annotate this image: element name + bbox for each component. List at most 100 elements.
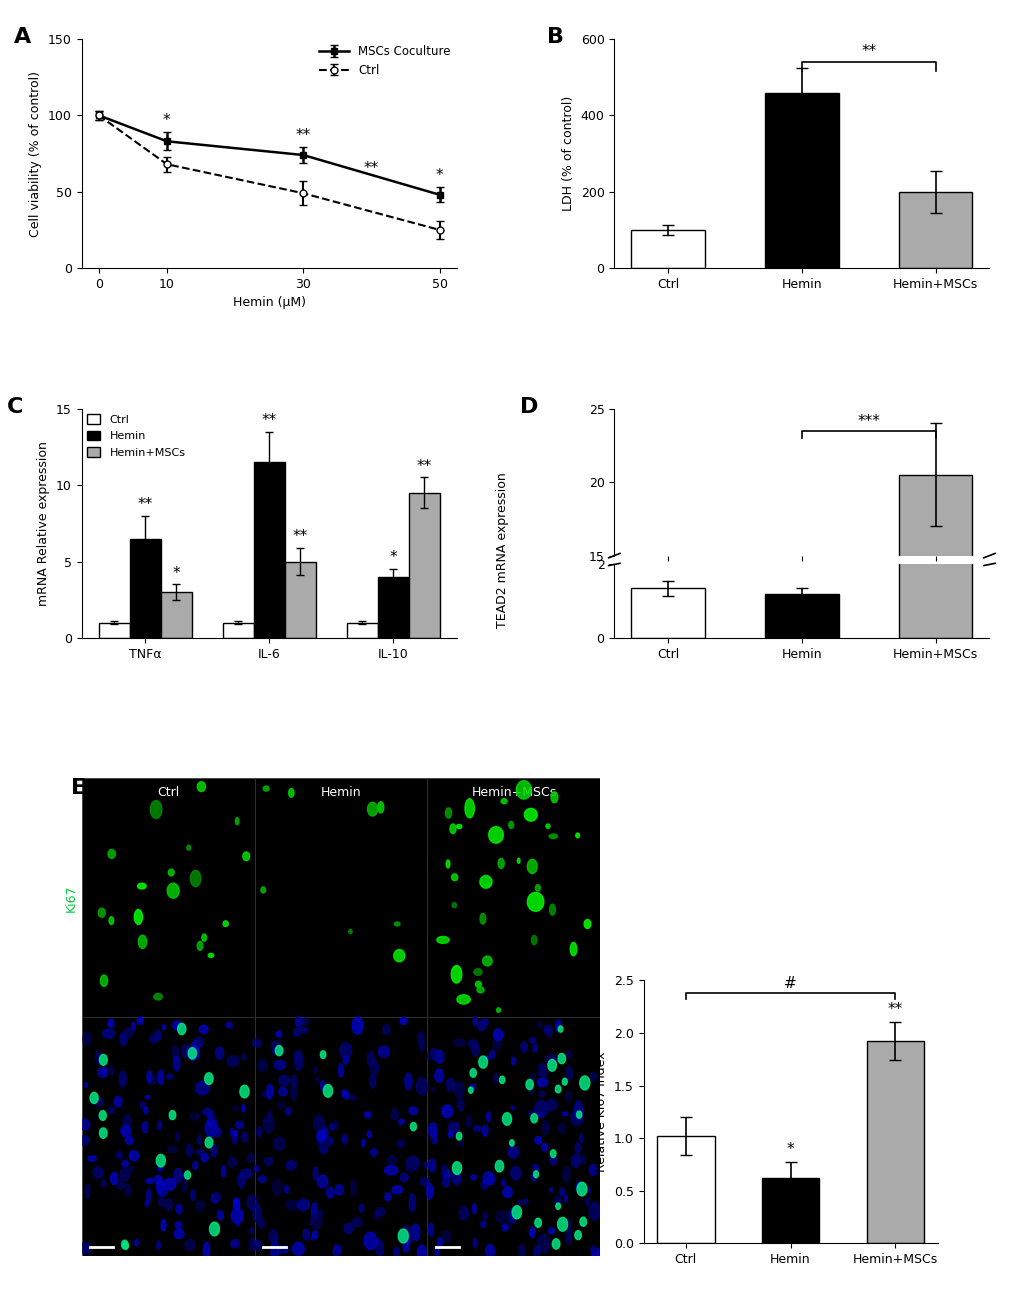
Bar [631,588,704,638]
Polygon shape [146,1178,153,1184]
Polygon shape [142,1121,148,1133]
Polygon shape [364,1111,371,1118]
Polygon shape [313,1167,318,1180]
Polygon shape [103,1030,114,1039]
Polygon shape [189,1048,197,1059]
Polygon shape [292,1242,304,1255]
Polygon shape [234,1131,237,1137]
Y-axis label: Relative Ki67 index: Relative Ki67 index [595,1052,607,1172]
Polygon shape [450,966,462,983]
Polygon shape [555,1020,560,1031]
Polygon shape [228,1158,237,1167]
Polygon shape [147,1071,152,1083]
Polygon shape [590,1246,596,1254]
Text: Ki67: Ki67 [65,884,78,912]
Polygon shape [267,1111,272,1120]
Polygon shape [487,1175,494,1185]
Polygon shape [493,1030,502,1041]
Polygon shape [161,1220,166,1232]
Polygon shape [157,1180,163,1194]
Polygon shape [534,1101,547,1118]
Polygon shape [88,1155,96,1162]
Polygon shape [370,1074,376,1088]
Polygon shape [320,1080,324,1090]
Text: **: ** [860,44,875,58]
Polygon shape [215,1048,223,1059]
Polygon shape [557,1026,562,1032]
Polygon shape [441,1166,447,1178]
Polygon shape [426,1184,433,1199]
Polygon shape [468,1040,477,1048]
Polygon shape [172,1046,178,1059]
Polygon shape [590,1072,596,1081]
Polygon shape [223,921,228,926]
Polygon shape [550,791,557,803]
Text: ***: *** [856,414,879,429]
Polygon shape [428,1123,436,1137]
Polygon shape [423,1162,427,1168]
Polygon shape [516,781,531,799]
Polygon shape [285,1200,299,1210]
Polygon shape [120,1032,126,1046]
Polygon shape [529,1074,536,1081]
Polygon shape [233,1199,239,1211]
Polygon shape [212,1128,218,1134]
Polygon shape [495,1211,508,1222]
Polygon shape [378,1046,389,1057]
Bar [898,535,971,638]
Polygon shape [537,1234,549,1252]
Polygon shape [138,1017,144,1024]
Polygon shape [480,1019,488,1026]
Polygon shape [420,1177,429,1186]
Polygon shape [407,1156,419,1169]
Polygon shape [533,1164,538,1172]
Polygon shape [321,1127,328,1138]
Polygon shape [235,1121,244,1128]
Polygon shape [529,1230,533,1237]
Polygon shape [284,1186,288,1193]
Polygon shape [477,1022,485,1031]
Polygon shape [457,825,462,829]
Polygon shape [102,1180,105,1188]
Polygon shape [472,1044,479,1055]
Bar [656,1136,714,1243]
Text: **: ** [364,162,379,176]
Polygon shape [140,1102,145,1109]
Polygon shape [79,1242,92,1254]
Text: Ctrl: Ctrl [157,786,179,799]
Polygon shape [314,1115,324,1131]
Bar [222,623,254,638]
Polygon shape [79,1119,90,1129]
Polygon shape [428,1159,435,1172]
Polygon shape [192,1040,200,1052]
Polygon shape [548,834,557,839]
Polygon shape [175,1221,181,1229]
Polygon shape [370,1061,379,1075]
Polygon shape [554,1085,560,1093]
Text: *: * [786,1142,794,1156]
Polygon shape [488,826,503,843]
Polygon shape [99,1054,107,1066]
Bar [129,539,161,638]
Polygon shape [561,1111,568,1116]
Polygon shape [264,1158,273,1166]
Polygon shape [129,1151,139,1160]
Polygon shape [275,1045,282,1055]
Polygon shape [93,1167,103,1178]
Polygon shape [455,1132,462,1140]
Polygon shape [391,1186,403,1194]
Polygon shape [376,1239,383,1256]
Polygon shape [451,903,457,908]
Polygon shape [529,1037,535,1044]
Polygon shape [416,1077,428,1096]
Polygon shape [290,1084,297,1101]
Polygon shape [532,1166,537,1169]
Polygon shape [263,1116,273,1132]
Polygon shape [318,1134,324,1142]
Polygon shape [404,1238,411,1244]
Polygon shape [571,1155,579,1168]
Polygon shape [230,1239,238,1248]
Polygon shape [351,1186,356,1195]
Polygon shape [485,1244,494,1257]
Polygon shape [194,1037,204,1046]
